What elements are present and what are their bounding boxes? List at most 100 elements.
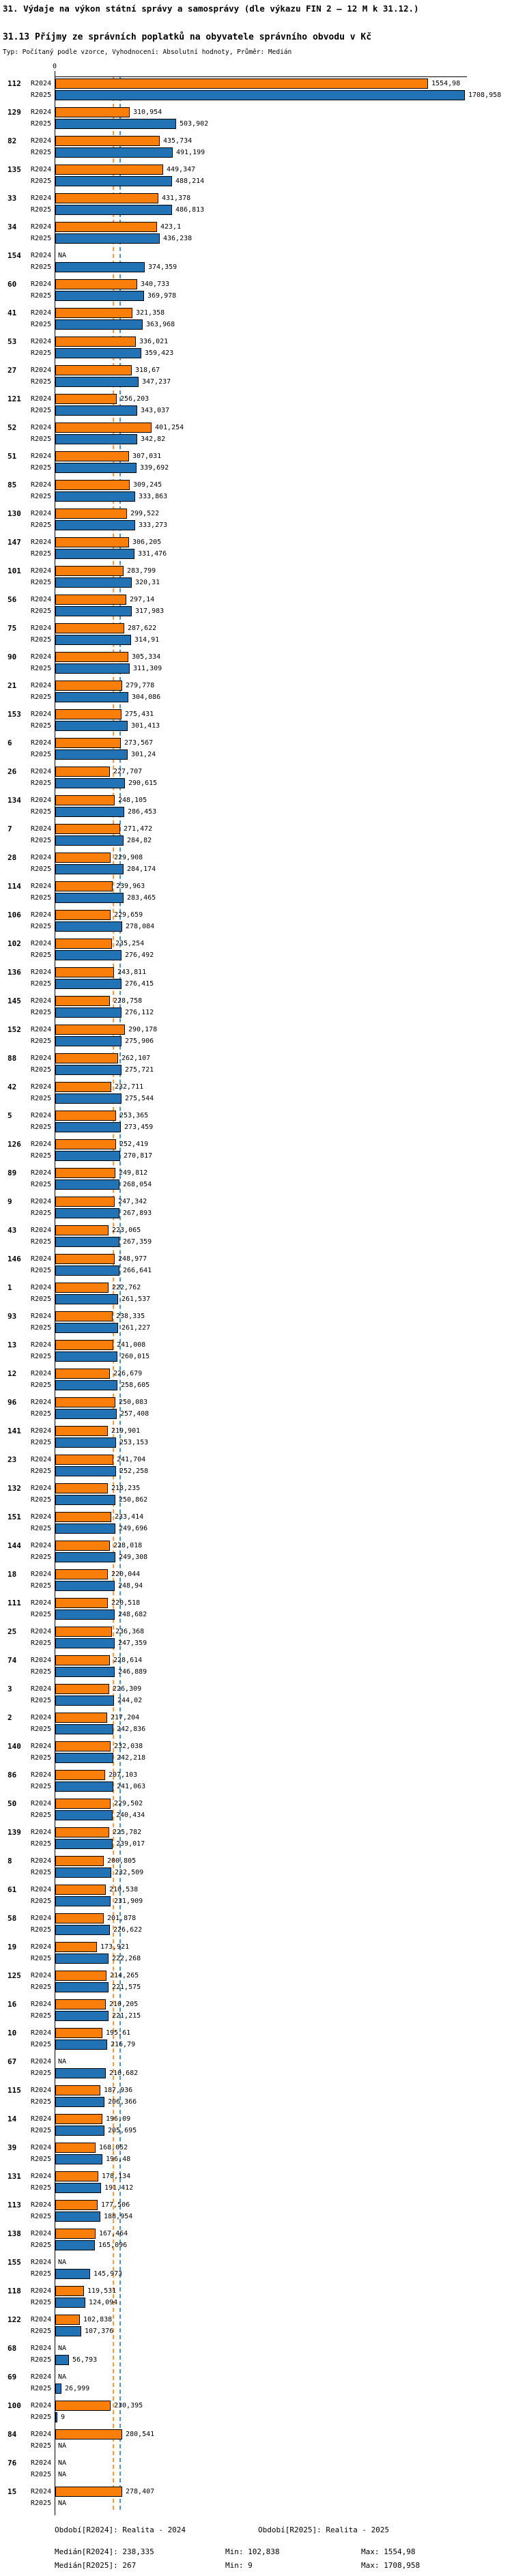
bar-value-label: 219,901 — [111, 1427, 141, 1435]
bar-r2025 — [55, 1896, 111, 1906]
bar-value-label: 491,199 — [176, 149, 205, 156]
bar-value-label: 260,015 — [121, 1353, 150, 1360]
bar-r2024 — [55, 2114, 102, 2124]
bar-value-label: 217,204 — [111, 1714, 140, 1721]
series-label-r2024: R2024 — [31, 797, 52, 804]
bar-value-label: 304,086 — [132, 693, 161, 701]
bar-r2025 — [55, 491, 135, 502]
bar-r2025 — [55, 1867, 111, 1878]
series-label-r2024: R2024 — [31, 338, 52, 345]
bar-value-label: 311,309 — [133, 665, 162, 672]
series-label-r2025: R2025 — [31, 2012, 52, 2020]
series-label-r2025: R2025 — [31, 779, 52, 787]
bar-r2025 — [55, 1495, 115, 1505]
bar-r2025 — [55, 835, 124, 846]
bar-r2024 — [55, 308, 132, 318]
group-id-label: 16 — [8, 2000, 17, 2009]
bar-value-label: 207,103 — [109, 1771, 138, 1779]
bar-r2024 — [55, 136, 160, 146]
series-label-r2024: R2024 — [31, 1685, 52, 1693]
legend-max-2024: Max: 1554,98 — [361, 2547, 416, 2556]
group-id-label: 9 — [8, 1197, 12, 1206]
bar-r2024 — [55, 337, 136, 347]
bar-value-label: 283,465 — [127, 894, 156, 902]
series-label-r2025: R2025 — [31, 1496, 52, 1504]
bar-r2025 — [55, 1810, 113, 1820]
chart-title: 31.13 Příjmy ze správních poplatků na ob… — [3, 32, 372, 42]
group-id-label: 6 — [8, 739, 12, 747]
series-label-r2024: R2024 — [31, 137, 52, 145]
bar-r2025 — [55, 1954, 109, 1964]
series-label-r2024: R2024 — [31, 940, 52, 947]
series-label-r2025: R2025 — [31, 1267, 52, 1274]
bar-value-label: 230,395 — [114, 2402, 143, 2409]
bar-r2024 — [55, 1455, 113, 1465]
series-label-r2024: R2024 — [31, 1714, 52, 1721]
series-label-r2025: R2025 — [31, 2471, 52, 2478]
bar-r2025 — [55, 1036, 122, 1046]
bar-r2024 — [55, 423, 152, 433]
bar-value-label: 262,107 — [122, 1055, 151, 1062]
group-id-label: 82 — [8, 137, 17, 145]
bar-value-label: 306,205 — [132, 539, 162, 546]
group-id-label: 129 — [8, 108, 21, 117]
bar-value-label: 340,733 — [141, 281, 170, 288]
bar-value-label: 276,112 — [125, 1009, 154, 1016]
na-value-label: NA — [58, 2500, 67, 2507]
bar-r2024 — [55, 566, 124, 576]
bar-r2025 — [55, 2126, 104, 2136]
series-label-r2025: R2025 — [31, 521, 52, 529]
bar-r2024 — [55, 1397, 115, 1407]
bar-value-label: 252,258 — [119, 1468, 149, 1475]
series-label-r2024: R2024 — [31, 109, 52, 116]
na-value-label: NA — [58, 2058, 67, 2065]
bar-r2024 — [55, 1799, 111, 1809]
series-label-r2025: R2025 — [31, 1869, 52, 1876]
series-label-r2024: R2024 — [31, 2029, 52, 2037]
na-value-label: NA — [58, 2442, 67, 2450]
series-label-r2025: R2025 — [31, 2127, 52, 2134]
bar-r2025 — [55, 2326, 81, 2336]
bar-value-label: 359,423 — [145, 349, 174, 357]
bar-value-label: 232,038 — [114, 1743, 143, 1750]
bar-value-label: 242,218 — [117, 1754, 146, 1762]
bar-value-label: 119,531 — [87, 2287, 117, 2295]
bar-value-label: 266,641 — [123, 1267, 152, 1274]
bar-r2025 — [55, 1638, 115, 1648]
bar-r2024 — [55, 1569, 108, 1579]
bar-r2025 — [55, 176, 172, 186]
group-id-label: 115 — [8, 2086, 21, 2095]
bar-r2024 — [55, 2286, 84, 2296]
bar-r2024 — [55, 2487, 122, 2497]
bar-value-label: 252,419 — [119, 1141, 149, 1148]
bar-value-label: 232,509 — [115, 1869, 144, 1876]
bar-value-label: 267,893 — [123, 1210, 152, 1217]
bar-value-label: 226,679 — [113, 1370, 143, 1377]
bar-value-label: 227,707 — [113, 768, 143, 775]
bar-r2024 — [55, 1827, 109, 1837]
legend-min-2024: Min: 102,838 — [225, 2547, 280, 2556]
series-label-r2025: R2025 — [31, 1611, 52, 1618]
bar-r2024 — [55, 1426, 108, 1436]
group-id-label: 7 — [8, 825, 12, 833]
series-label-r2024: R2024 — [31, 1657, 52, 1664]
series-label-r2024: R2024 — [31, 424, 52, 431]
bar-r2025 — [55, 2154, 102, 2164]
series-label-r2024: R2024 — [31, 539, 52, 546]
series-label-r2025: R2025 — [31, 378, 52, 386]
bar-r2025 — [55, 979, 122, 989]
series-label-r2025: R2025 — [31, 1783, 52, 1790]
group-id-label: 140 — [8, 1742, 21, 1751]
series-label-r2025: R2025 — [31, 2098, 52, 2106]
bar-r2025 — [55, 2068, 106, 2078]
bar-value-label: 290,615 — [128, 779, 158, 787]
bar-value-label: 343,037 — [141, 407, 170, 414]
bar-r2025 — [55, 2384, 61, 2394]
series-label-r2024: R2024 — [31, 2259, 52, 2266]
bar-value-label: 222,762 — [112, 1284, 141, 1291]
bar-r2025 — [55, 577, 132, 588]
bar-value-label: 1554,98 — [431, 80, 461, 87]
bar-r2024 — [55, 1254, 115, 1264]
bar-r2025 — [55, 1007, 122, 1018]
